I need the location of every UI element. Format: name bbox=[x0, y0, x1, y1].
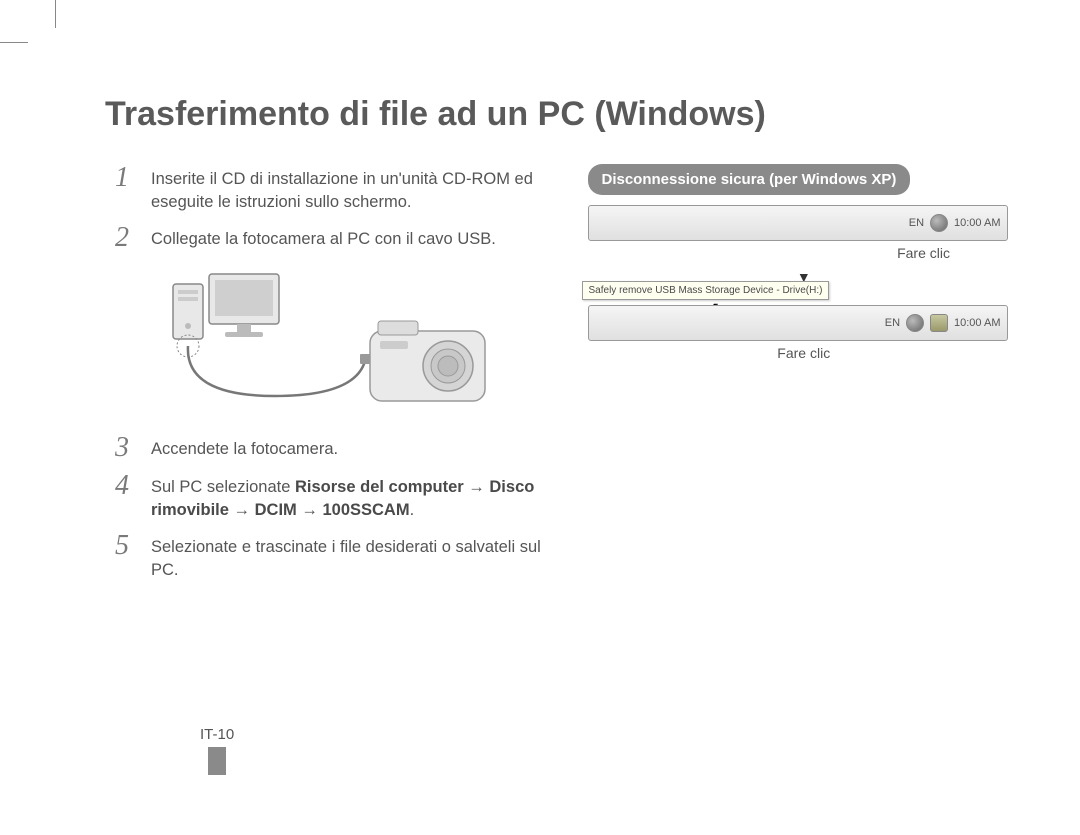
manual-page: Trasferimento di file ad un PC (Windows)… bbox=[0, 0, 1080, 835]
crop-mark-horizontal bbox=[0, 42, 28, 43]
tray-extra-icon bbox=[930, 314, 948, 332]
callout-heading: Disconnessione sicura (per Windows XP) bbox=[588, 164, 911, 195]
content-columns: 1 Inserite il CD di installazione in un'… bbox=[115, 164, 1020, 593]
step-text: Sul PC selezionate Risorse del computer … bbox=[151, 472, 548, 522]
taskbar-after: EN 10:00 AM bbox=[588, 305, 1008, 341]
language-indicator: EN bbox=[885, 317, 900, 329]
safely-remove-icon bbox=[930, 214, 948, 232]
taskbar-clock: 10:00 AM bbox=[954, 317, 1000, 329]
step-number: 5 bbox=[115, 532, 137, 560]
safely-remove-icon bbox=[906, 314, 924, 332]
crop-mark-vertical bbox=[55, 0, 56, 28]
page-title: Trasferimento di file ad un PC (Windows) bbox=[105, 95, 1020, 134]
step-3: 3 Accendete la fotocamera. bbox=[115, 434, 548, 462]
step-text: Collegate la fotocamera al PC con il cav… bbox=[151, 224, 496, 251]
page-number: IT-10 bbox=[200, 726, 234, 743]
page-number-block: IT-10 bbox=[200, 726, 234, 775]
step-number: 4 bbox=[115, 472, 137, 500]
right-column: Disconnessione sicura (per Windows XP) E… bbox=[588, 164, 1021, 593]
taskbar-after-wrap: Safely remove USB Mass Storage Device - … bbox=[588, 305, 1021, 341]
taskbar-clock: 10:00 AM bbox=[954, 217, 1000, 229]
step-4: 4 Sul PC selezionate Risorse del compute… bbox=[115, 472, 548, 522]
step-number: 2 bbox=[115, 224, 137, 252]
step-number: 1 bbox=[115, 164, 137, 192]
step-number: 3 bbox=[115, 434, 137, 462]
step-text: Accendete la fotocamera. bbox=[151, 434, 338, 461]
step-2: 2 Collegate la fotocamera al PC con il c… bbox=[115, 224, 548, 252]
step-5: 5 Selezionate e trascinate i file deside… bbox=[115, 532, 548, 582]
left-column: 1 Inserite il CD di installazione in un'… bbox=[115, 164, 548, 593]
page-number-bar bbox=[208, 747, 226, 775]
taskbar-before: EN 10:00 AM bbox=[588, 205, 1008, 241]
step-1: 1 Inserite il CD di installazione in un'… bbox=[115, 164, 548, 214]
language-indicator: EN bbox=[909, 217, 924, 229]
click-label-1: Fare clic bbox=[588, 245, 951, 261]
step-text: Selezionate e trascinate i file desidera… bbox=[151, 532, 548, 582]
step-text: Inserite il CD di installazione in un'un… bbox=[151, 164, 548, 214]
usb-connection-illustration bbox=[155, 266, 515, 416]
balloon-tooltip: Safely remove USB Mass Storage Device - … bbox=[582, 281, 830, 300]
click-label-2: Fare clic bbox=[588, 345, 1021, 361]
